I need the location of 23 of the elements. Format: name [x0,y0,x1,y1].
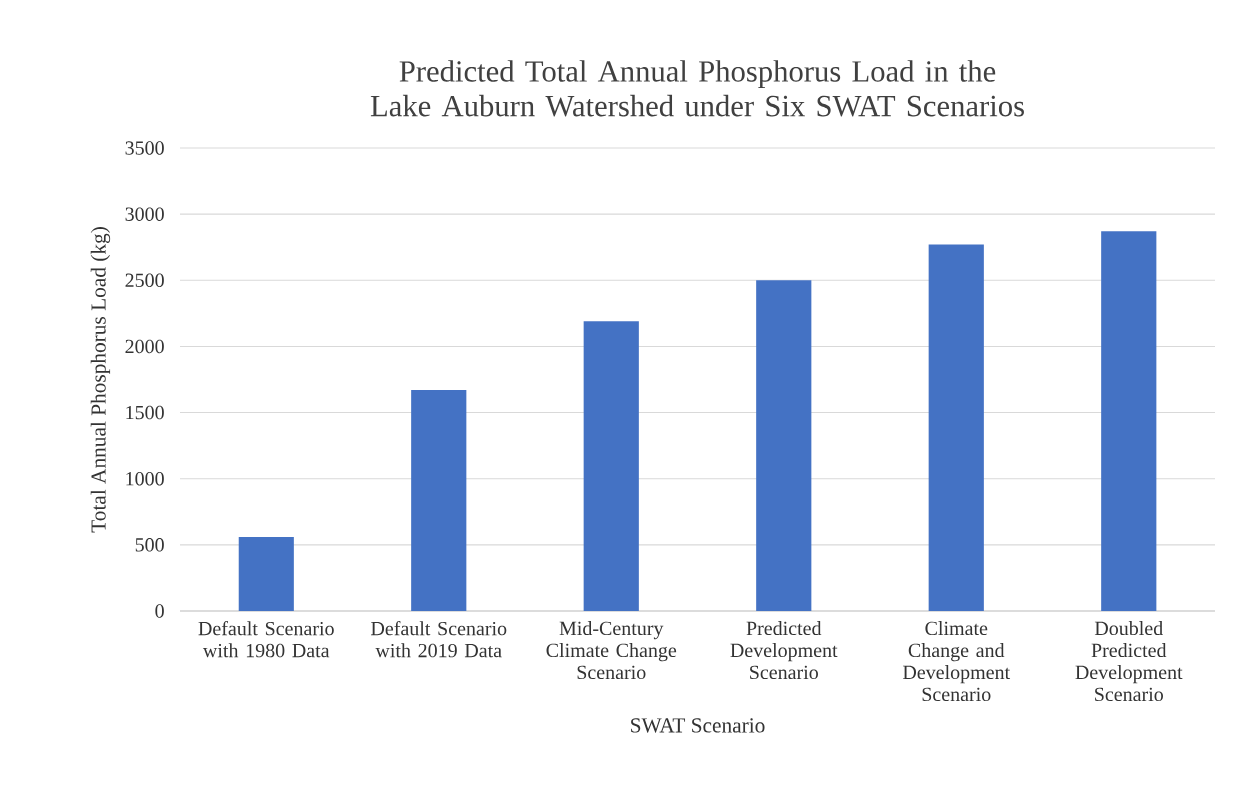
x-tick-label: Default Scenario with 2019 Data [371,621,507,658]
x-tick-label: Default Scenario with 1980 Data [198,621,334,658]
y-tick-label: 1500 [126,405,164,420]
bar [411,390,467,611]
x-tick-label: Doubled Predicted Development Scenario [1075,621,1183,702]
y-tick-label: 500 [135,538,164,552]
bar [1101,231,1157,611]
chart-title: Predicted Total Annual Phosphorus Load in the Lake Auburn Watershed under Six SWAT Scenarios [370,60,1024,117]
x-tick-label: Predicted Development Scenario [730,621,838,680]
x-tick-label: Mid-Century Climate Change Scenario [546,621,677,680]
y-tick-label: 2000 [125,339,164,354]
y-tick-label: 2500 [125,273,164,288]
y-tick-label: 1000 [126,471,164,486]
y-tick-label: 3000 [125,207,164,221]
bar [583,321,639,611]
x-axis-title: SWAT Scenario [631,718,765,733]
bar [756,280,812,611]
y-tick-label: 3500 [125,141,164,155]
y-axis-title: Total Annual Phosphorus Load (kg) [90,227,111,533]
bar [238,536,294,611]
y-tick-label: 0 [155,604,164,618]
bar [928,244,984,611]
x-tick-label: Climate Change and Development Scenario [902,621,1011,702]
